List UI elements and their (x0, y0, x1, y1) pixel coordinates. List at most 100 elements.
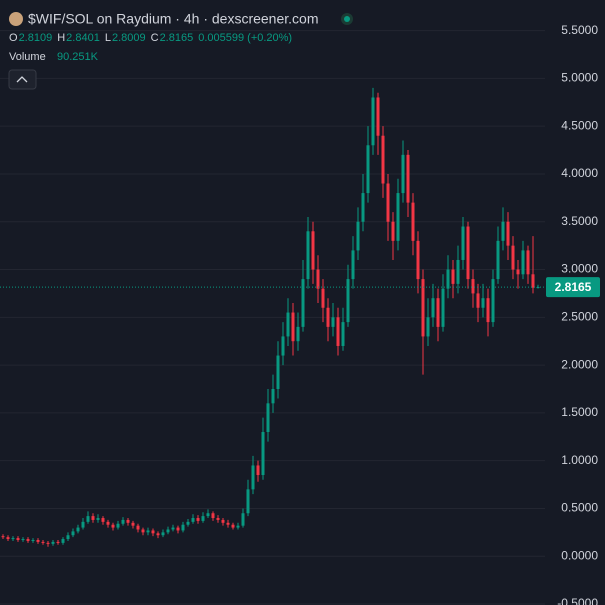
candle-body (21, 539, 25, 541)
candle-body (106, 521, 110, 525)
candle-body (441, 288, 445, 327)
candle-body (231, 524, 235, 528)
candle-body (366, 145, 370, 194)
price-axis: -0.5000 0.0000 0.5000 1.0000 1.5000 2.0000 2.5… (546, 23, 600, 605)
ohlc-legend: O 2.8109 H 2.8401 L 2.8009 C 2.8165 0.005599 (+0… (9, 32, 292, 44)
candle-body (61, 539, 65, 543)
candle-body (301, 279, 305, 327)
candle-body (346, 279, 350, 323)
candle-body (66, 535, 70, 540)
y-tick-label: 0.5000 (561, 501, 598, 515)
candle-body (211, 513, 215, 519)
candle-body (341, 322, 345, 346)
candle-body (401, 154, 405, 194)
candle-body (91, 516, 95, 520)
candle-body (191, 518, 195, 522)
candle-body (101, 518, 105, 522)
candle-body (81, 521, 85, 528)
y-tick-label: 1.0000 (561, 453, 598, 467)
candle-body (316, 269, 320, 289)
y-tick-label: 1.5000 (561, 405, 598, 419)
candle-body (196, 518, 200, 521)
volume-value: 90.251K (57, 51, 99, 63)
candle-body (356, 221, 360, 251)
candle-body (186, 521, 190, 525)
candle-body (56, 541, 60, 543)
candle-body (246, 489, 250, 514)
candle-body (326, 307, 330, 327)
candle-body (446, 269, 450, 289)
candle-body (451, 269, 455, 284)
grid (0, 30, 545, 605)
candle-body (336, 317, 340, 346)
y-tick-label: 0.0000 (561, 548, 598, 562)
candle-body (466, 226, 470, 280)
candle-body (526, 250, 530, 275)
candle-body (416, 240, 420, 280)
y-tick-label: 5.5000 (561, 23, 598, 37)
status-dot (344, 16, 350, 22)
candle-body (121, 519, 125, 524)
candle-body (531, 274, 535, 288)
candle-body (146, 530, 150, 533)
candle-body (11, 538, 15, 540)
candle-body (171, 527, 175, 530)
candle-body (436, 298, 440, 327)
candle-body (476, 293, 480, 308)
candle-body (396, 193, 400, 241)
candle-body (36, 540, 40, 542)
candle-body (411, 202, 415, 241)
candle-body (136, 525, 140, 530)
candle-body (46, 542, 50, 544)
candle-body (151, 530, 155, 534)
change-value: 0.005599 (+0.20%) (198, 32, 292, 44)
candle-body (126, 519, 130, 523)
candle-body (166, 529, 170, 533)
candle-body (296, 326, 300, 342)
ohlc-key: C (151, 32, 159, 44)
candle-body (176, 527, 180, 531)
candle-body (111, 524, 115, 528)
ohlc-key: O (9, 32, 18, 44)
candle-body (276, 355, 280, 389)
candle-body (201, 516, 205, 521)
candle-body (426, 317, 430, 337)
candle-body (376, 97, 380, 136)
candle-body (281, 336, 285, 356)
candle-body (116, 523, 120, 528)
candle-body (41, 541, 45, 543)
ohlc-key: H (57, 32, 65, 44)
candle-body (266, 403, 270, 433)
ohlc-value: 2.8401 (66, 32, 100, 44)
candle-body (291, 312, 295, 342)
candle-body (406, 154, 410, 203)
y-tick-label: 3.5000 (561, 214, 598, 228)
candle-body (236, 525, 240, 528)
candle-body (206, 513, 210, 517)
chart-title: $WIF/SOL on Raydium · 4h · dexscreener.c… (28, 11, 318, 27)
candle-body (251, 465, 255, 490)
ohlc-value: 2.8165 (160, 32, 194, 44)
candle-body (141, 529, 145, 533)
candle-body (216, 518, 220, 520)
y-tick-label: -0.5000 (557, 596, 598, 605)
candle-body (306, 231, 310, 280)
y-tick-label: 4.5000 (561, 118, 598, 132)
candle-body (71, 531, 75, 536)
candle-body (131, 522, 135, 526)
last-price-label: 2.8165 (555, 280, 592, 294)
y-tick-label: 2.0000 (561, 357, 598, 371)
candle-body (96, 518, 100, 520)
candle-body (261, 432, 265, 476)
candle-body (456, 259, 460, 284)
ohlc-key: L (105, 32, 111, 44)
candle-body (496, 240, 500, 280)
collapse-button[interactable] (8, 69, 37, 90)
candle-body (381, 135, 385, 184)
y-tick-label: 4.0000 (561, 166, 598, 180)
candle-body (486, 298, 490, 323)
candle-body (501, 221, 505, 241)
candle-body (286, 312, 290, 337)
candle-body (31, 540, 35, 542)
